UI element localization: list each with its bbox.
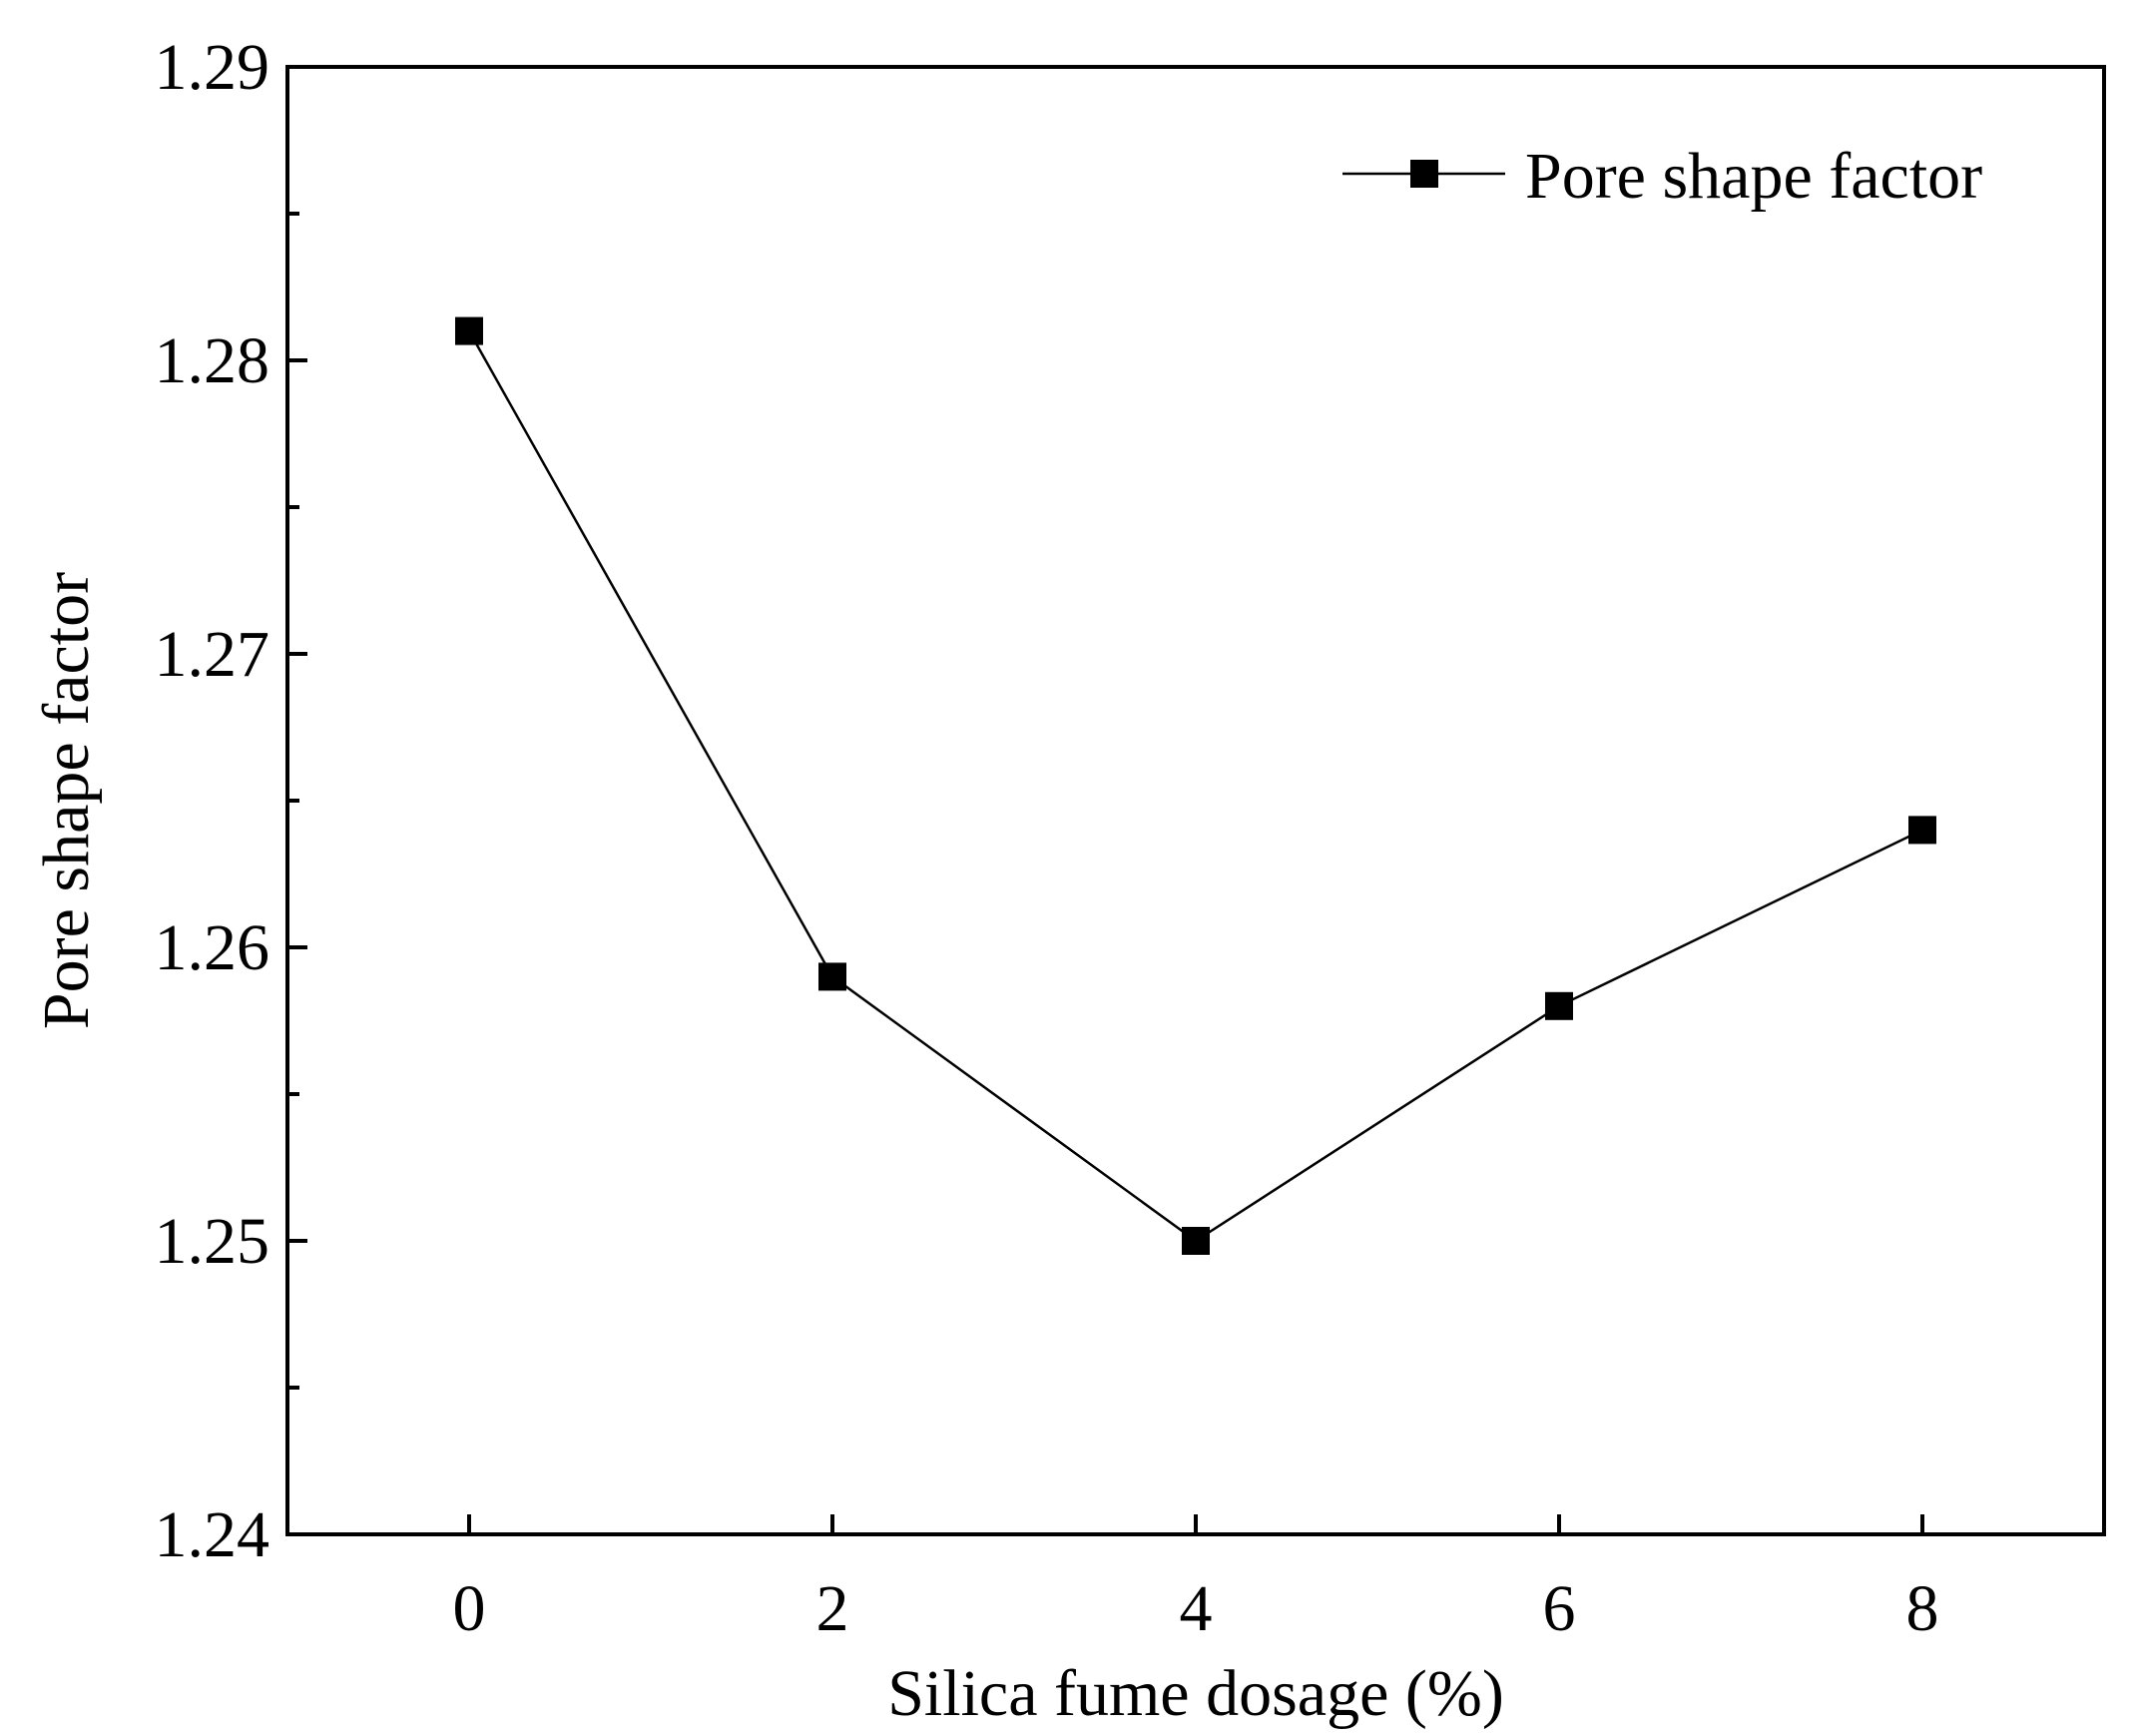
y-tick-label: 1.25 [155,1205,270,1278]
x-tick-label: 2 [816,1572,849,1645]
y-axis-ticks: 1.24 1.25 1.26 1.27 1.28 1.29 [155,31,307,1571]
legend-label: Pore shape factor [1525,140,1982,213]
y-tick-label: 1.28 [155,324,270,397]
legend: Pore shape factor [1342,140,1982,213]
y-axis-title: Pore shape factor [30,572,103,1029]
data-point [455,316,483,345]
data-point [1182,1227,1210,1255]
x-tick-label: 4 [1180,1572,1213,1645]
data-point [1908,816,1936,845]
series-line [467,329,1923,1243]
plot-frame [285,65,2106,1536]
x-tick-label: 8 [1906,1572,1939,1645]
x-axis-ticks: 0 2 4 6 8 [453,1514,1939,1645]
legend-marker [1410,160,1438,188]
data-point [818,962,846,991]
data-point [1545,991,1573,1020]
x-tick-label: 0 [453,1572,486,1645]
y-tick-label: 1.27 [155,618,270,691]
x-tick-label: 6 [1543,1572,1576,1645]
y-tick-label: 1.29 [155,31,270,104]
y-tick-label: 1.26 [155,911,270,984]
x-axis-title: Silica fume dosage (%) [887,1657,1504,1730]
y-tick-label: 1.24 [155,1498,270,1571]
series-layer [455,316,1936,1255]
